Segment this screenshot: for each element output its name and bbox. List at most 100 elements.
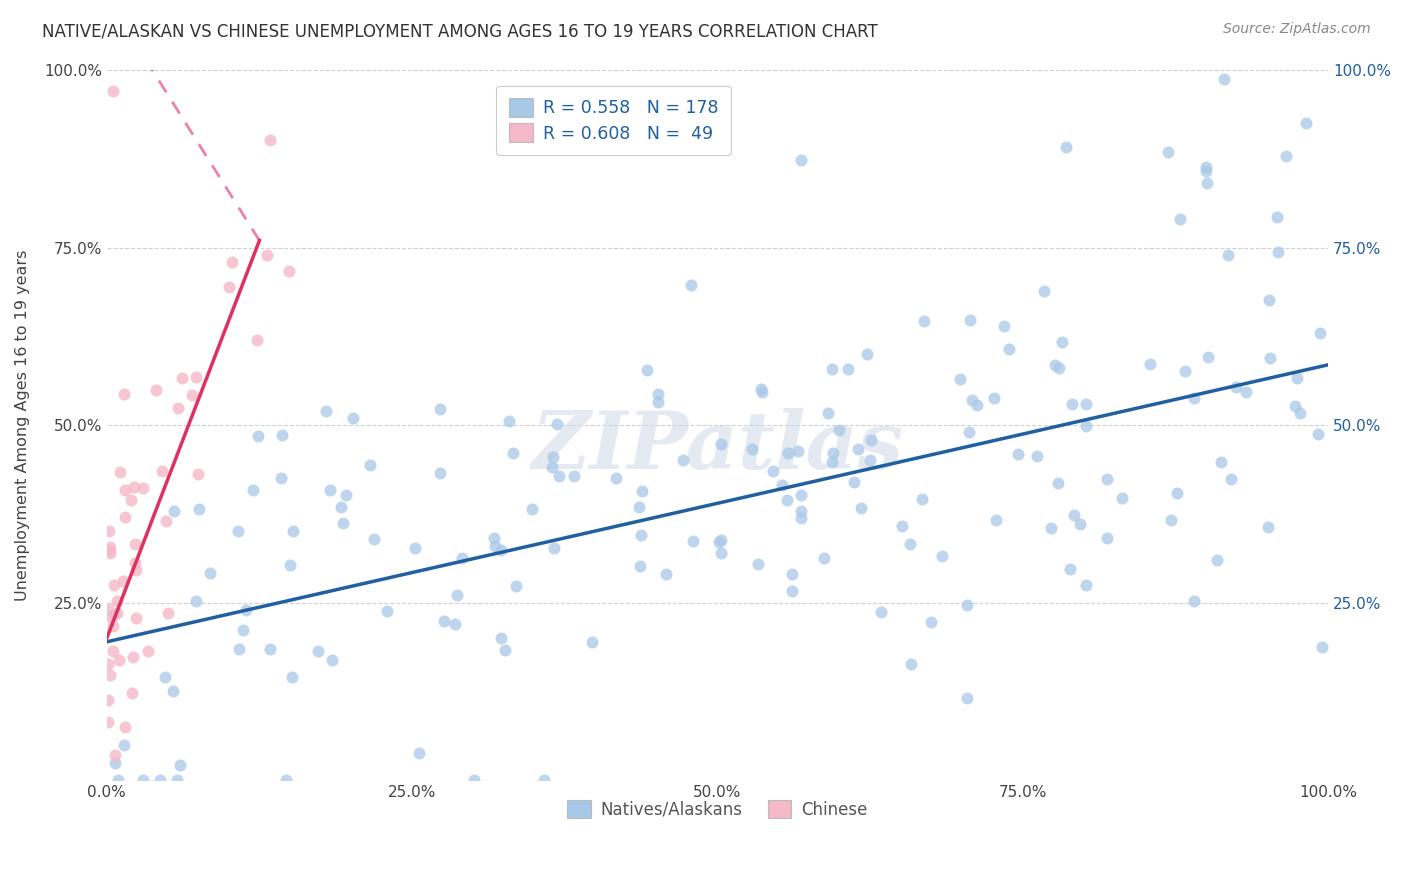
- Point: [1308, 427, 1330, 442]
- Point: [1285, 371, 1308, 385]
- Point: [482, 531, 505, 545]
- Point: [104, 748, 127, 763]
- Point: [186, 593, 208, 607]
- Point: [1225, 380, 1247, 394]
- Point: [1062, 397, 1084, 411]
- Point: [335, 488, 357, 502]
- Point: [163, 504, 186, 518]
- Point: [960, 392, 983, 407]
- Point: [105, 594, 128, 608]
- Point: [278, 558, 301, 573]
- Point: [761, 464, 783, 478]
- Y-axis label: Unemployment Among Ages 16 to 19 years: Unemployment Among Ages 16 to 19 years: [15, 250, 30, 601]
- Point: [429, 466, 451, 480]
- Point: [628, 559, 651, 574]
- Point: [790, 488, 813, 502]
- Point: [270, 471, 292, 485]
- Point: [1063, 508, 1085, 523]
- Point: [837, 362, 859, 376]
- Point: [1111, 491, 1133, 506]
- Point: [1139, 357, 1161, 371]
- Point: [97, 715, 120, 730]
- Point: [101, 84, 124, 98]
- Point: [256, 247, 278, 261]
- Point: [408, 746, 430, 760]
- Legend: Natives/Alaskans, Chinese: Natives/Alaskans, Chinese: [561, 793, 875, 825]
- Point: [103, 578, 125, 592]
- Point: [920, 615, 942, 629]
- Point: [375, 604, 398, 618]
- Point: [820, 362, 842, 376]
- Point: [187, 467, 209, 481]
- Point: [821, 445, 844, 459]
- Point: [1043, 358, 1066, 372]
- Point: [844, 475, 866, 490]
- Point: [710, 546, 733, 560]
- Point: [741, 442, 763, 456]
- Point: [1095, 472, 1118, 486]
- Point: [1047, 475, 1070, 490]
- Point: [1157, 145, 1180, 160]
- Point: [1059, 561, 1081, 575]
- Point: [124, 556, 146, 570]
- Point: [1052, 334, 1074, 349]
- Point: [97, 602, 120, 616]
- Point: [98, 541, 121, 555]
- Point: [247, 429, 270, 443]
- Point: [1069, 517, 1091, 532]
- Point: [817, 406, 839, 420]
- Point: [136, 644, 159, 658]
- Point: [100, 668, 122, 682]
- Point: [329, 500, 352, 514]
- Point: [226, 524, 249, 539]
- Point: [132, 773, 155, 788]
- Point: [97, 524, 120, 538]
- Point: [891, 519, 914, 533]
- Point: [122, 649, 145, 664]
- Point: [655, 567, 678, 582]
- Point: [1032, 284, 1054, 298]
- Text: NATIVE/ALASKAN VS CHINESE UNEMPLOYMENT AMONG AGES 16 TO 19 YEARS CORRELATION CHA: NATIVE/ALASKAN VS CHINESE UNEMPLOYMENT A…: [42, 22, 877, 40]
- Point: [494, 643, 516, 657]
- Point: [149, 773, 172, 788]
- Point: [404, 541, 426, 555]
- Point: [1076, 578, 1098, 592]
- Point: [790, 153, 813, 168]
- Point: [484, 540, 506, 554]
- Point: [710, 533, 733, 547]
- Point: [813, 551, 835, 566]
- Point: [114, 386, 136, 401]
- Point: [1074, 397, 1097, 411]
- Point: [1170, 212, 1192, 227]
- Point: [433, 614, 456, 628]
- Point: [541, 460, 564, 475]
- Point: [1209, 455, 1232, 469]
- Point: [1275, 149, 1298, 163]
- Point: [125, 610, 148, 624]
- Point: [246, 334, 269, 348]
- Point: [790, 510, 813, 524]
- Point: [1310, 640, 1333, 655]
- Point: [120, 492, 142, 507]
- Point: [821, 455, 844, 469]
- Point: [543, 450, 565, 464]
- Point: [98, 546, 121, 560]
- Point: [1166, 486, 1188, 500]
- Point: [1047, 360, 1070, 375]
- Point: [776, 492, 799, 507]
- Point: [1219, 472, 1241, 486]
- Point: [491, 631, 513, 645]
- Point: [242, 483, 264, 497]
- Point: [1007, 446, 1029, 460]
- Point: [931, 549, 953, 564]
- Point: [156, 606, 179, 620]
- Point: [956, 691, 979, 706]
- Point: [103, 607, 125, 621]
- Point: [359, 458, 381, 473]
- Point: [187, 502, 209, 516]
- Point: [281, 524, 304, 539]
- Point: [849, 501, 872, 516]
- Point: [101, 644, 124, 658]
- Point: [1267, 245, 1289, 260]
- Point: [451, 551, 474, 566]
